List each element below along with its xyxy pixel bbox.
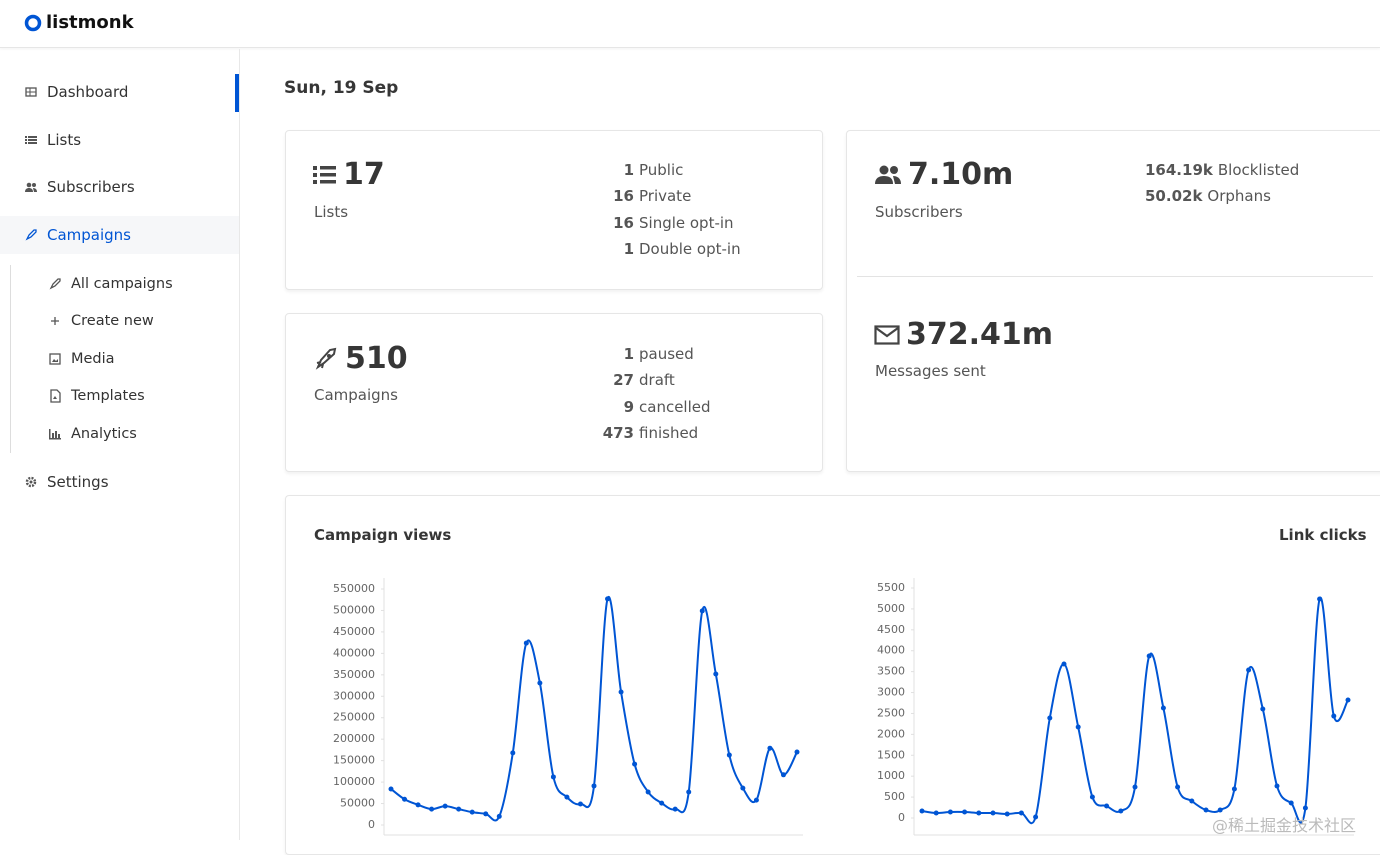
stat: 372.41m — [874, 317, 1053, 352]
nav-label: Templates — [71, 388, 145, 404]
breakdown: 1 paused 27 draft 9 cancelled 473 finished — [584, 341, 711, 446]
row-count: 16 — [613, 187, 634, 206]
chart-title: Campaign views — [314, 526, 452, 544]
breakdown-row: 164.19k Blocklisted — [1145, 157, 1299, 183]
icon — [313, 165, 336, 184]
nav-item[interactable]: Subscribers — [24, 176, 135, 198]
row-count: 16 — [613, 213, 634, 232]
row-label: Single opt-in — [639, 213, 734, 232]
divider — [857, 276, 1373, 277]
date-heading: Sun, 19 Sep — [284, 78, 399, 98]
stat-label: Lists — [314, 203, 349, 221]
row-label: Private — [639, 187, 692, 206]
active-indicator — [235, 74, 239, 112]
breakdown-row: 27 draft — [584, 367, 711, 393]
stat-value: 17 — [343, 157, 385, 192]
breakdown-row: 16 Single opt-in — [584, 210, 741, 236]
row-count: 1 — [623, 345, 634, 363]
stat-value: 7.10m — [908, 157, 1014, 192]
row-label: Double opt-in — [639, 239, 741, 258]
nav-subitem[interactable]: Templates — [48, 385, 145, 407]
header: listmonk — [0, 0, 1380, 48]
stat-value: 372.41m — [906, 317, 1054, 352]
row-count: 473 — [602, 423, 634, 442]
nav-label: Create new — [71, 313, 154, 329]
stat: 7.10m — [874, 157, 1013, 192]
breakdown: 164.19k Blocklisted 50.02k Orphans — [1145, 157, 1299, 210]
nav-label: Media — [71, 351, 115, 367]
row-label: draft — [639, 371, 675, 390]
logo-text: listmonk — [46, 12, 134, 33]
charts-card: Campaign views Link clicks — [285, 495, 1380, 855]
breakdown-row: 50.02k Orphans — [1145, 183, 1299, 209]
breakdown-row: 1 Public — [584, 157, 741, 183]
row-label: finished — [639, 423, 699, 442]
icon — [874, 324, 900, 345]
nav-subitem[interactable]: Create new — [48, 310, 154, 332]
row-label: paused — [639, 345, 694, 363]
row-label: cancelled — [639, 397, 711, 416]
row-count: 50.02k — [1145, 187, 1203, 206]
nav-item[interactable]: Campaigns — [24, 224, 131, 246]
breakdown-row: 1 paused — [584, 341, 711, 367]
nav-item[interactable]: Settings — [24, 471, 109, 493]
row-label: Blocklisted — [1217, 161, 1300, 179]
breakdown-row: 16 Private — [584, 183, 741, 209]
nav-label: Subscribers — [47, 178, 135, 196]
stat-label: Messages sent — [875, 362, 986, 380]
campaigns-card: 510 Campaigns 1 paused 27 draft 9 cancelled 47… — [285, 313, 823, 472]
logo[interactable]: listmonk — [24, 12, 134, 33]
nav-item[interactable]: Lists — [24, 129, 81, 151]
row-count: 1 — [623, 239, 634, 258]
row-count: 27 — [613, 371, 634, 390]
nav-label: Dashboard — [47, 83, 129, 101]
active-bg — [0, 216, 239, 254]
watermark: @稀土掘金技术社区 — [1212, 816, 1357, 835]
stat: 17 — [313, 157, 385, 192]
nav-item[interactable]: Dashboard — [24, 81, 128, 103]
stat-label: Subscribers — [875, 203, 963, 221]
nav-subitem[interactable]: Analytics — [48, 423, 137, 445]
icon — [315, 347, 337, 370]
icon — [875, 165, 901, 184]
chart-title: Link clicks — [1279, 526, 1367, 544]
subscribers-card: 7.10m Subscribers 164.19k Blocklisted 50.0… — [846, 130, 1380, 472]
nav-label: Campaigns — [47, 226, 132, 244]
row-count: 164.19k — [1145, 161, 1213, 179]
breakdown-row: 9 cancelled — [584, 394, 711, 420]
nav-label: Analytics — [71, 426, 137, 442]
stat: 510 — [313, 341, 408, 376]
stat-value: 510 — [345, 341, 408, 376]
row-label: Orphans — [1207, 187, 1271, 206]
nav-subitem[interactable]: All campaigns — [48, 273, 173, 295]
nav-subitem[interactable]: Media — [48, 348, 115, 370]
submenu-line — [10, 265, 11, 453]
stat-label: Campaigns — [314, 386, 399, 404]
breakdown: 1 Public 16 Private 16 Single opt-in 1 Double o… — [584, 157, 741, 262]
nav-label: All campaigns — [71, 276, 173, 292]
nav-label: Lists — [47, 131, 82, 149]
logo-icon — [24, 14, 42, 31]
nav-label: Settings — [47, 473, 109, 491]
row-label: Public — [639, 161, 684, 179]
lists-card: 17 Lists 1 Public 16 Private 16 Single opt-in… — [285, 130, 823, 290]
breakdown-row: 1 Double opt-in — [584, 236, 741, 262]
breakdown-row: 473 finished — [584, 420, 711, 446]
sidebar: Dashboard Lists Subscribers Campaigns Al… — [0, 49, 240, 840]
row-count: 1 — [623, 161, 634, 179]
row-count: 9 — [623, 397, 634, 416]
